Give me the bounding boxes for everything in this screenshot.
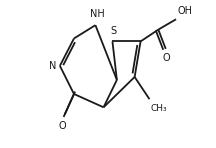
- Text: CH₃: CH₃: [151, 104, 168, 113]
- Text: OH: OH: [178, 6, 192, 16]
- Text: S: S: [111, 25, 117, 36]
- Text: N: N: [49, 61, 56, 71]
- Text: NH: NH: [89, 8, 104, 18]
- Text: O: O: [58, 121, 66, 131]
- Text: O: O: [163, 53, 170, 63]
